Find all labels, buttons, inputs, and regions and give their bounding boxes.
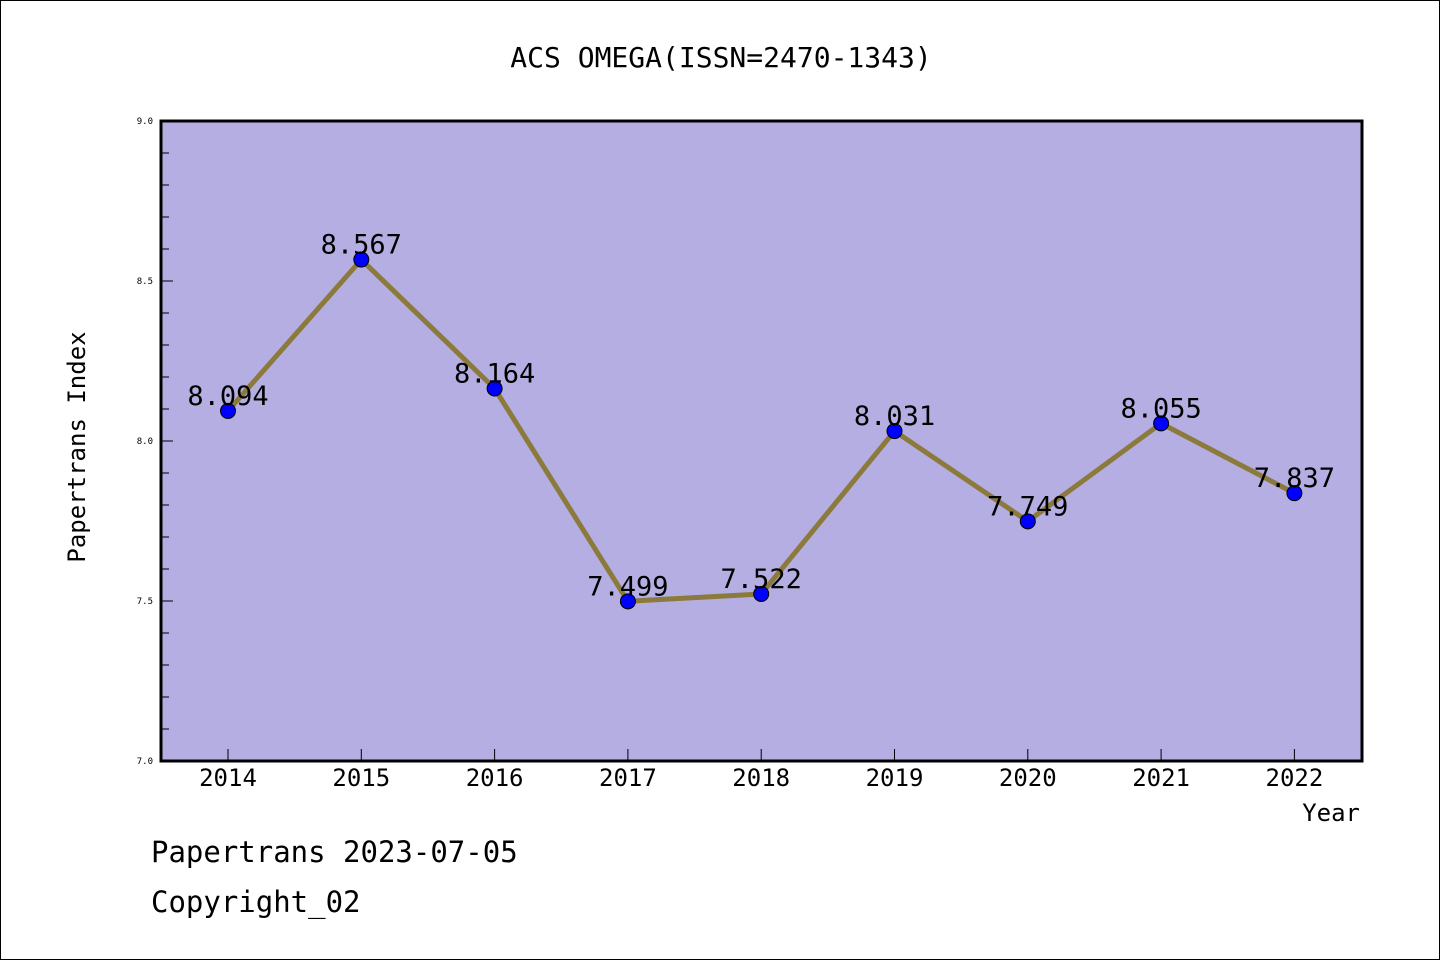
x-axis-ticks: 2014 2015 2016 2017 2018 2019 2020 2021 2022 bbox=[199, 749, 1323, 792]
x-tick-label: 2022 bbox=[1266, 764, 1324, 792]
chart-title: ACS OMEGA(ISSN=2470-1343) bbox=[510, 41, 931, 74]
y-tick-label: 8.5 bbox=[137, 277, 153, 287]
data-point-marker bbox=[220, 402, 236, 419]
data-point-marker bbox=[1286, 485, 1303, 502]
data-labels: 8.094 8.567 8.164 7.499 7.522 8.031 7.749 8.055… bbox=[187, 230, 1335, 603]
data-label: 7.837 bbox=[1254, 463, 1335, 494]
x-tick-label: 2021 bbox=[1132, 764, 1190, 792]
y-tick-label: 8.0 bbox=[137, 437, 153, 447]
data-point-marker bbox=[1153, 415, 1170, 432]
x-tick-label: 2016 bbox=[466, 764, 524, 792]
x-tick-label: 2018 bbox=[732, 764, 790, 792]
data-label: 8.055 bbox=[1120, 393, 1201, 424]
data-label: 7.749 bbox=[987, 491, 1068, 522]
data-point-marker bbox=[353, 251, 370, 268]
footer-date-text: Papertrans 2023-07-05 bbox=[151, 835, 518, 869]
plot-border bbox=[159, 119, 1364, 763]
data-label: 8.567 bbox=[321, 230, 402, 261]
data-point-marker bbox=[753, 585, 770, 602]
x-tick-label: 2014 bbox=[199, 764, 257, 792]
x-tick-label: 2019 bbox=[866, 764, 924, 792]
x-tick-label: 2017 bbox=[599, 764, 657, 792]
y-tick-label: 9.0 bbox=[137, 117, 153, 127]
footer-copyright-text: Copyright_02 bbox=[151, 885, 361, 919]
data-point-marker bbox=[886, 423, 903, 440]
x-axis-label: Year bbox=[1302, 799, 1360, 827]
plot-area bbox=[161, 121, 1362, 761]
data-label: 8.094 bbox=[187, 381, 268, 412]
y-axis-label: Papertrans Index bbox=[63, 331, 91, 562]
x-tick-label: 2015 bbox=[332, 764, 390, 792]
y-tick-label: 7.5 bbox=[137, 597, 153, 607]
series-markers bbox=[220, 251, 1303, 610]
data-point-marker bbox=[486, 380, 503, 397]
data-label: 7.522 bbox=[721, 564, 802, 595]
data-label: 8.164 bbox=[454, 359, 535, 390]
data-point-marker bbox=[1019, 513, 1036, 530]
y-tick-label: 7.0 bbox=[137, 757, 153, 767]
data-label: 7.499 bbox=[587, 571, 668, 602]
data-label: 8.031 bbox=[854, 401, 935, 432]
data-point-marker bbox=[619, 593, 636, 610]
x-tick-label: 2020 bbox=[999, 764, 1057, 792]
